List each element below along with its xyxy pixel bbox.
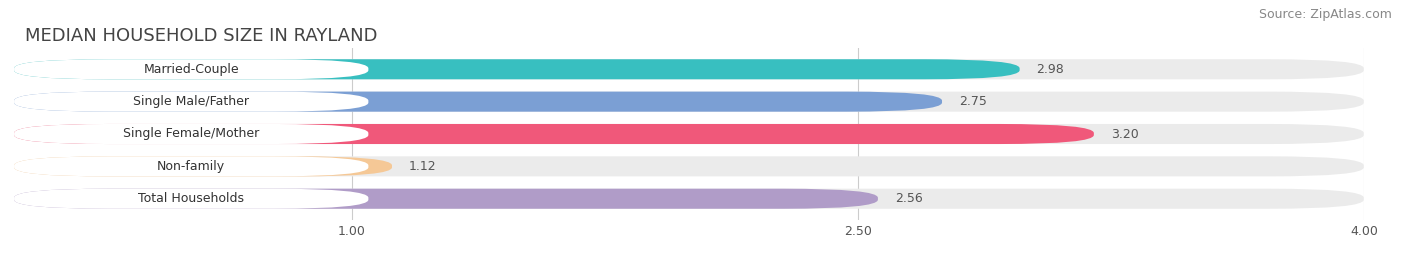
FancyBboxPatch shape [14,92,1364,112]
Text: 2.98: 2.98 [1036,63,1064,76]
FancyBboxPatch shape [14,92,942,112]
Text: 2.56: 2.56 [894,192,922,205]
FancyBboxPatch shape [14,189,368,209]
FancyBboxPatch shape [14,156,1364,176]
Text: Married-Couple: Married-Couple [143,63,239,76]
Text: Total Households: Total Households [138,192,245,205]
Text: Single Female/Mother: Single Female/Mother [124,128,259,140]
Text: Source: ZipAtlas.com: Source: ZipAtlas.com [1258,8,1392,21]
FancyBboxPatch shape [14,59,368,79]
FancyBboxPatch shape [14,124,1364,144]
FancyBboxPatch shape [14,189,1364,209]
Text: Single Male/Father: Single Male/Father [134,95,249,108]
FancyBboxPatch shape [14,92,368,112]
Text: MEDIAN HOUSEHOLD SIZE IN RAYLAND: MEDIAN HOUSEHOLD SIZE IN RAYLAND [25,27,377,45]
FancyBboxPatch shape [14,124,1094,144]
FancyBboxPatch shape [14,59,1364,79]
Text: Non-family: Non-family [157,160,225,173]
FancyBboxPatch shape [14,156,368,176]
Text: 1.12: 1.12 [409,160,436,173]
FancyBboxPatch shape [14,156,392,176]
Text: 2.75: 2.75 [959,95,987,108]
FancyBboxPatch shape [14,124,368,144]
FancyBboxPatch shape [14,189,877,209]
Text: 3.20: 3.20 [1111,128,1139,140]
FancyBboxPatch shape [14,59,1019,79]
